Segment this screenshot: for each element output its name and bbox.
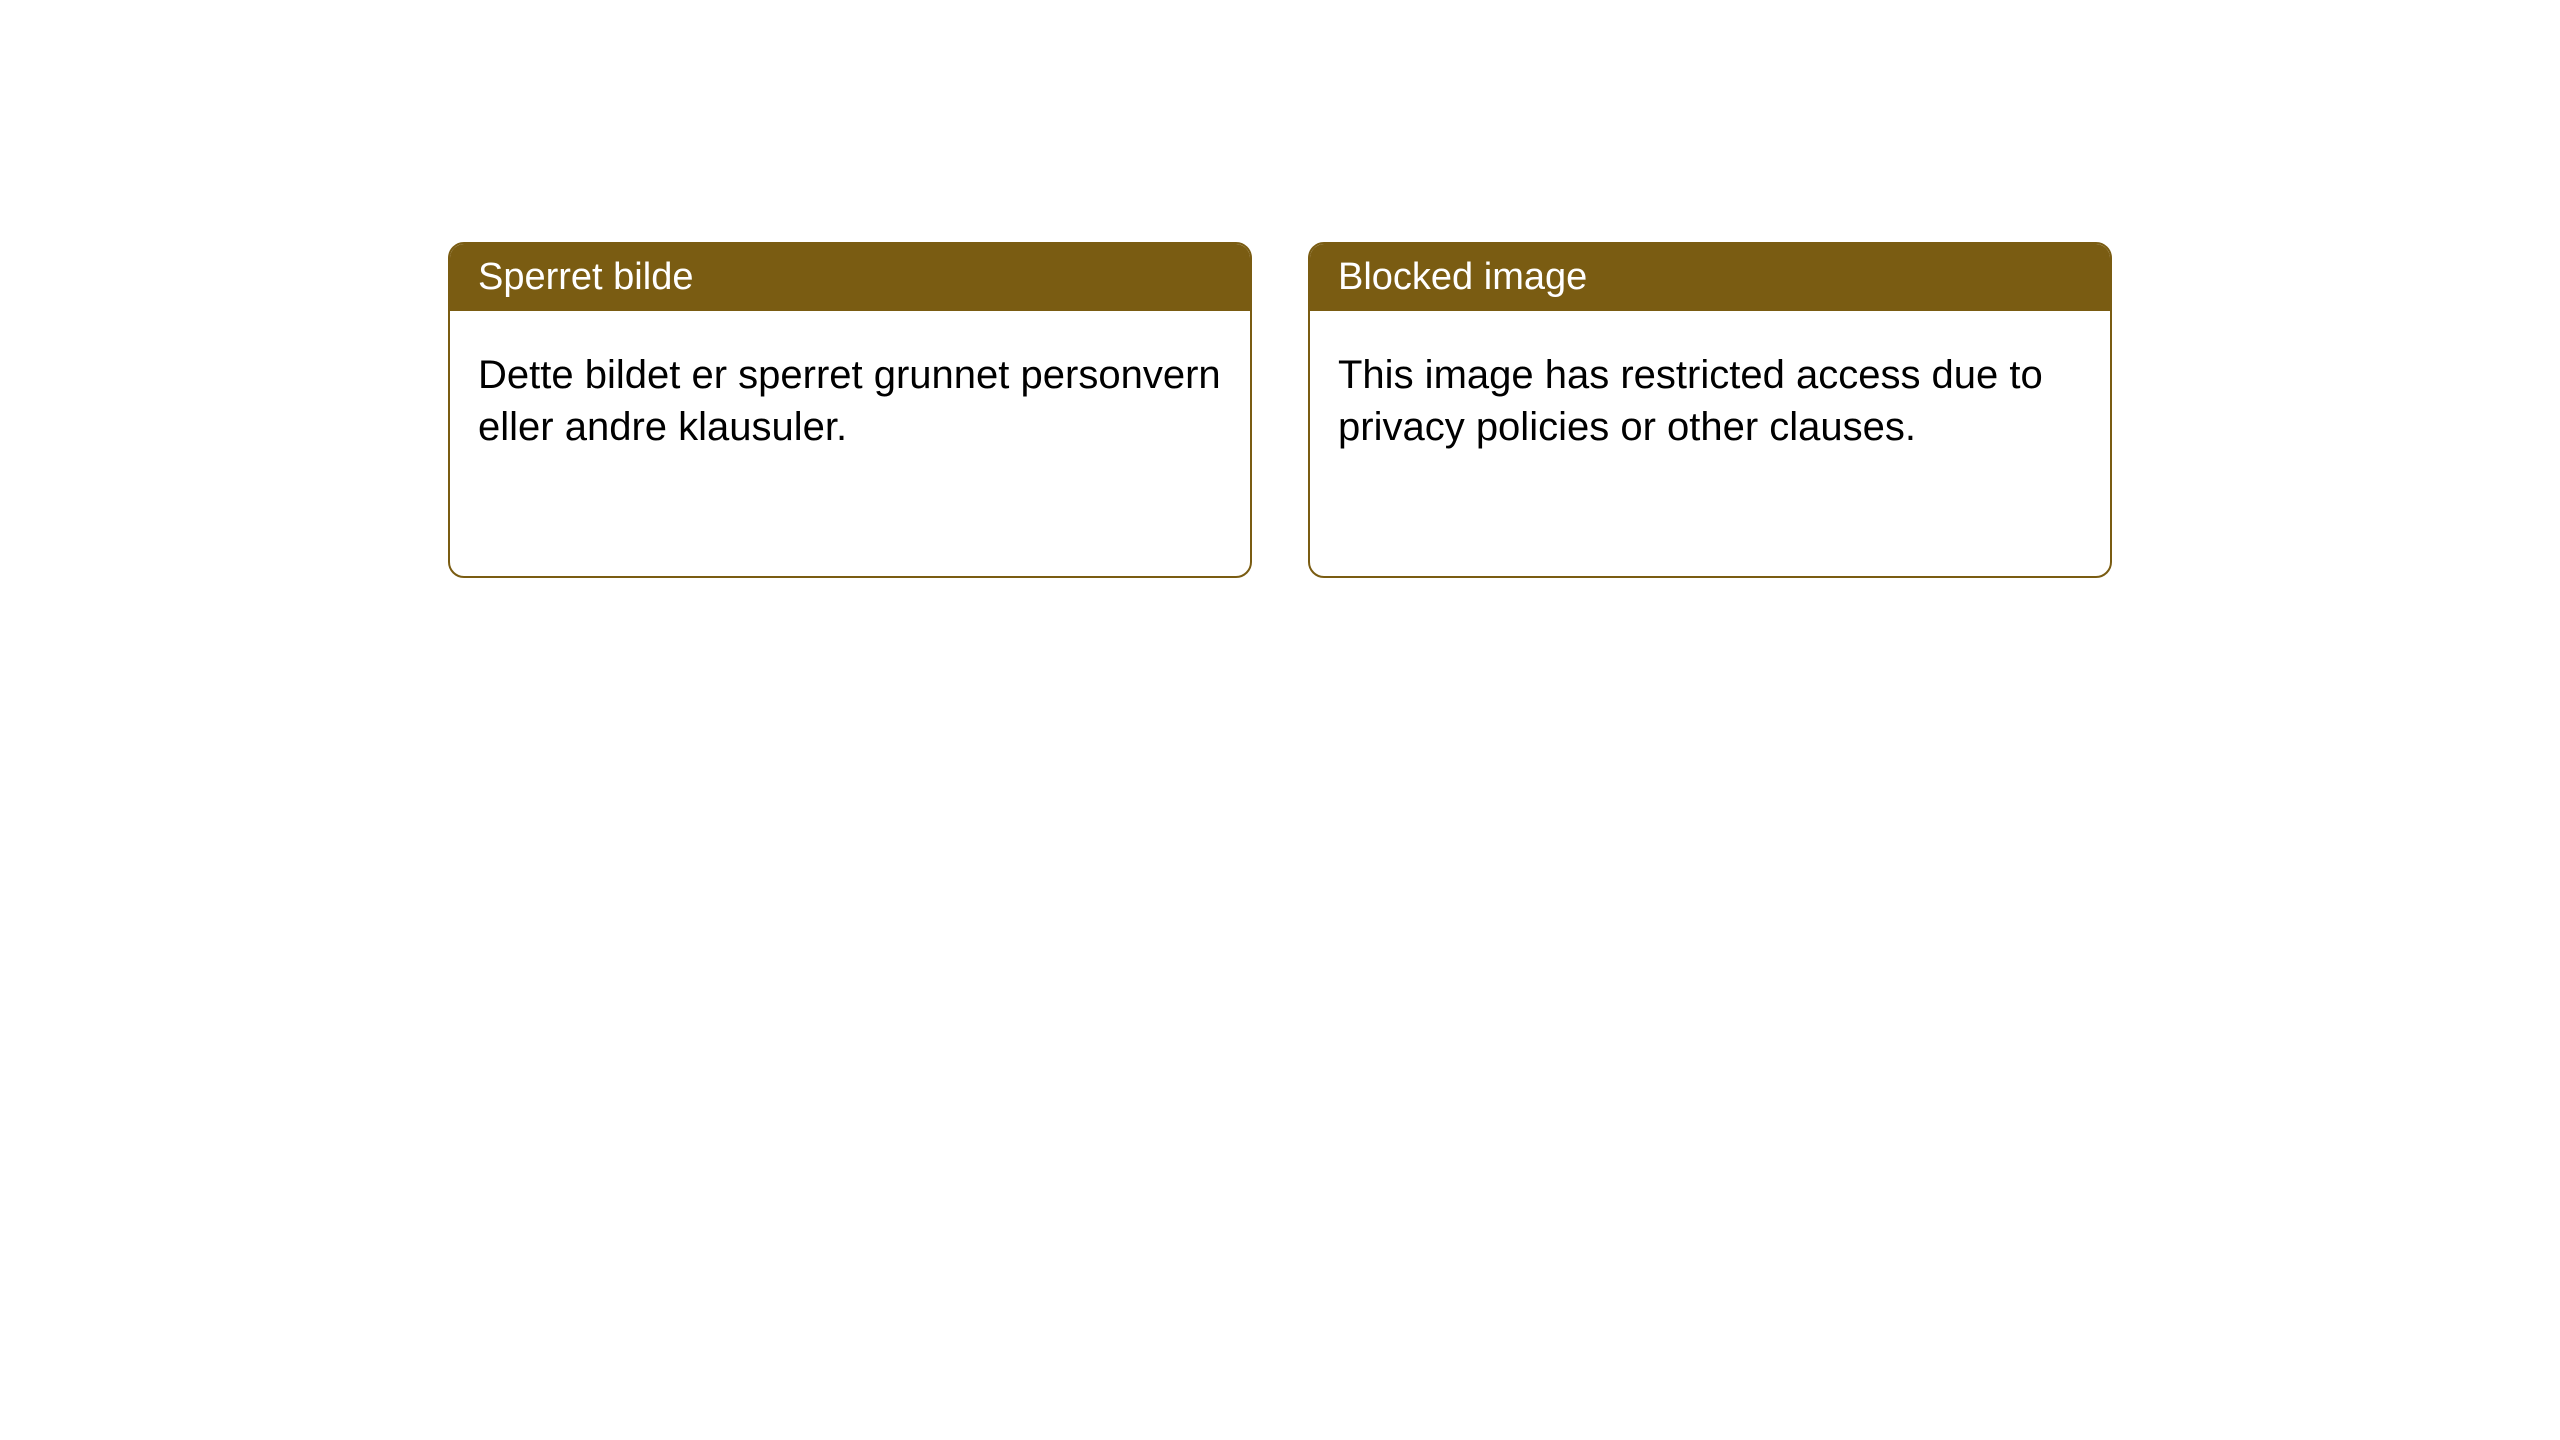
card-header-en: Blocked image	[1310, 244, 2110, 311]
card-body-text-en: This image has restricted access due to …	[1338, 353, 2043, 449]
card-body-no: Dette bildet er sperret grunnet personve…	[450, 311, 1250, 491]
card-title-no: Sperret bilde	[478, 256, 693, 298]
blocked-image-card-en: Blocked image This image has restricted …	[1308, 242, 2112, 578]
card-body-text-no: Dette bildet er sperret grunnet personve…	[478, 353, 1221, 449]
card-container: Sperret bilde Dette bildet er sperret gr…	[0, 0, 2560, 578]
blocked-image-card-no: Sperret bilde Dette bildet er sperret gr…	[448, 242, 1252, 578]
card-body-en: This image has restricted access due to …	[1310, 311, 2110, 491]
card-title-en: Blocked image	[1338, 256, 1587, 298]
card-header-no: Sperret bilde	[450, 244, 1250, 311]
